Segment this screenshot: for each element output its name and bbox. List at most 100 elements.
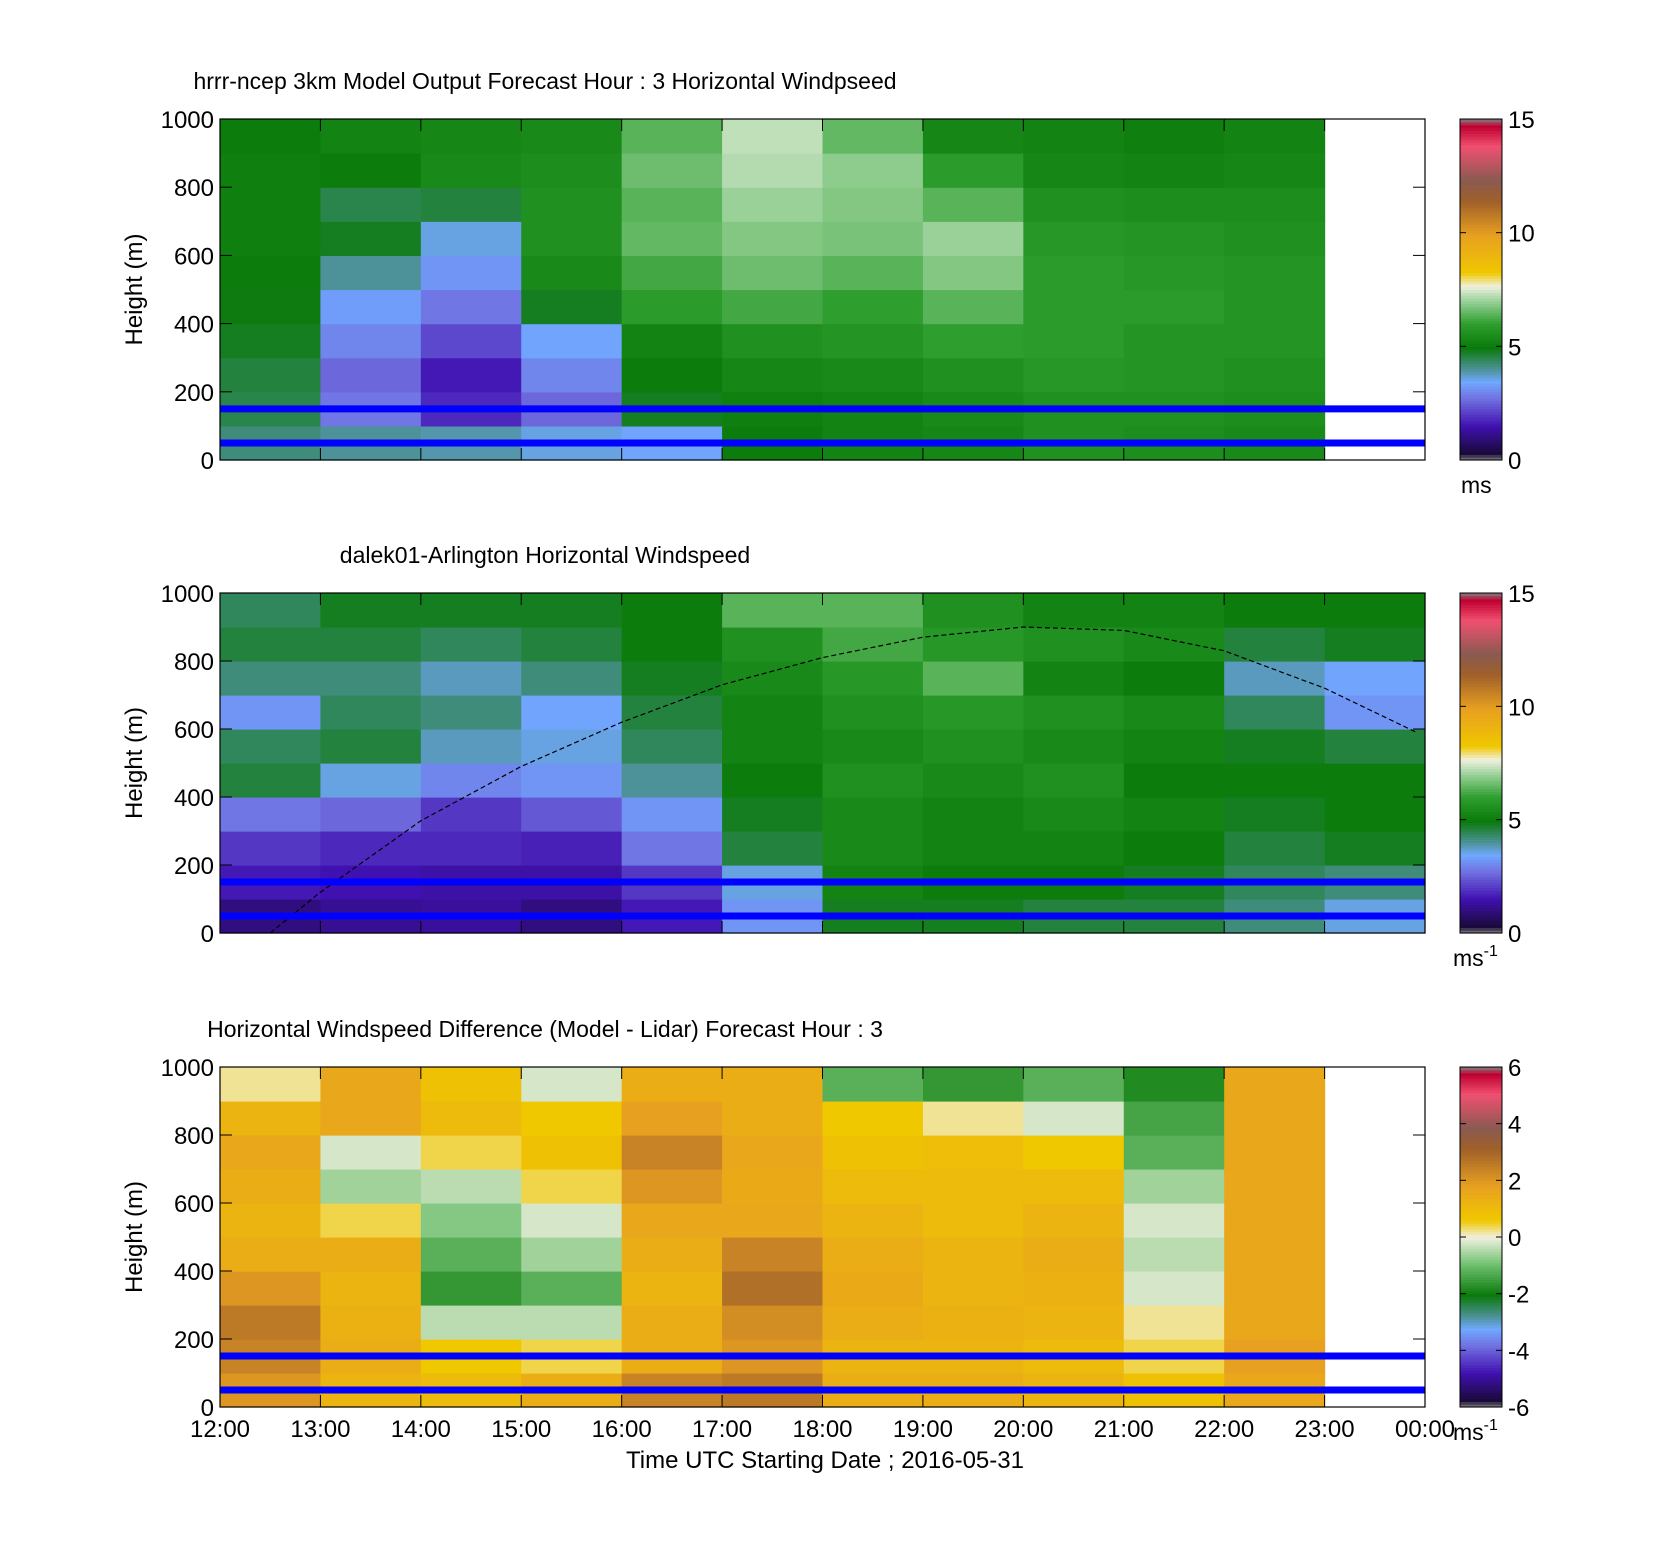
colorbar-segment <box>1460 624 1502 628</box>
heatmap-cell <box>1123 153 1225 188</box>
heatmap-cell <box>220 1169 322 1204</box>
heatmap-cell <box>722 661 824 696</box>
heatmap-cell <box>1224 1203 1326 1238</box>
colorbar-segment <box>1460 1319 1502 1323</box>
colorbar-segment <box>1460 893 1502 897</box>
colorbar-segment <box>1460 255 1502 259</box>
heatmap-cell <box>521 1271 623 1306</box>
heatmap-cell <box>220 1305 322 1340</box>
heatmap-cell <box>722 323 824 359</box>
colorbar-segment <box>1460 618 1502 622</box>
heatmap-cell <box>521 831 623 866</box>
heatmap-cell <box>922 593 1024 628</box>
heatmap-cell <box>1123 1067 1225 1102</box>
heatmap-cell <box>922 289 1024 325</box>
heatmap-cell <box>320 729 422 764</box>
heatmap-cell <box>621 187 723 222</box>
heatmap-cell <box>1023 695 1125 730</box>
colorbar-segment <box>1460 782 1502 787</box>
colorbar-segment <box>1460 346 1502 350</box>
heatmap-cell <box>1023 255 1125 291</box>
heatmap-cell <box>1123 1305 1225 1340</box>
colorbar-segment <box>1460 720 1502 724</box>
heatmap-cell <box>320 695 422 730</box>
heatmap-cell <box>822 323 924 359</box>
colorbar-segment <box>1460 882 1502 886</box>
heatmap-cell <box>320 1135 422 1170</box>
colorbar-segment <box>1460 295 1502 299</box>
colorbar-segment <box>1460 306 1502 310</box>
colorbar-segment <box>1460 1146 1502 1150</box>
colorbar-segment <box>1460 1330 1502 1334</box>
heatmap-cell <box>621 763 723 798</box>
heatmap-cell <box>621 627 723 662</box>
heatmap-cell <box>822 1271 924 1306</box>
heatmap-cell <box>922 1135 1024 1170</box>
colorbar-tick-label: -2 <box>1508 1282 1529 1309</box>
heatmap-cell <box>621 1203 723 1238</box>
colorbar-segment <box>1460 209 1502 214</box>
heatmap-cell <box>722 255 824 291</box>
heatmap-cell <box>220 289 322 325</box>
colorbar-segment <box>1460 1344 1502 1349</box>
colorbar-segment <box>1460 207 1502 211</box>
heatmap-cell <box>722 729 824 764</box>
colorbar-segment <box>1460 124 1502 129</box>
heatmap-cell <box>220 1237 322 1272</box>
heatmap-cell <box>822 627 924 662</box>
colorbar-segment <box>1460 1222 1502 1227</box>
heatmap-cell <box>420 1169 522 1204</box>
colorbar-segment <box>1460 771 1502 775</box>
colorbar-segment <box>1460 822 1502 826</box>
heatmap-cell <box>320 1169 422 1204</box>
heatmap-cell <box>320 289 422 325</box>
colorbar-segment <box>1460 842 1502 846</box>
colorbar-segment <box>1460 1203 1502 1207</box>
heatmap-cell <box>621 1135 723 1170</box>
heatmap-cell <box>621 289 723 325</box>
colorbar-segment <box>1460 1375 1502 1380</box>
colorbar-segment <box>1460 1160 1502 1164</box>
colorbar-segment <box>1460 1392 1502 1397</box>
heatmap-cell <box>521 1169 623 1204</box>
heatmap-cell <box>822 1067 924 1102</box>
heatmap-cell <box>1023 1305 1125 1340</box>
heatmap-area: 0 200 400 600 800 1000 <box>161 107 1426 475</box>
colorbar-segment <box>1460 420 1502 424</box>
colorbar-segment <box>1460 340 1502 345</box>
heatmap-cell <box>922 255 1024 291</box>
colorbar-segment <box>1460 768 1502 773</box>
heatmap-cell <box>822 153 924 188</box>
heatmap-cell <box>922 1169 1024 1204</box>
colorbar-segment <box>1460 309 1502 313</box>
heatmap-cell <box>822 1135 924 1170</box>
colorbar-segment <box>1460 263 1502 268</box>
colorbar-segment <box>1460 337 1502 342</box>
colorbar-segment <box>1460 315 1502 319</box>
colorbar-segment <box>1460 921 1502 926</box>
heatmap-cell <box>822 797 924 832</box>
colorbar-segment <box>1460 1324 1502 1329</box>
heatmap-cell <box>420 695 522 730</box>
heatmap-cell <box>1224 695 1326 730</box>
panel-title: Horizontal Windspeed Difference (Model -… <box>207 1016 883 1042</box>
colorbar-segment <box>1460 763 1502 767</box>
y-tick-label: 0 <box>201 1395 214 1422</box>
heatmap-cell <box>922 763 1024 798</box>
colorbar-segment <box>1460 411 1502 416</box>
heatmap-cell <box>1224 153 1326 188</box>
colorbar-segment <box>1460 1092 1502 1096</box>
colorbar-tick-label: 5 <box>1508 808 1521 835</box>
colorbar-segment <box>1460 414 1502 418</box>
colorbar-segment <box>1460 1316 1502 1320</box>
colorbar-segment <box>1460 703 1502 707</box>
colorbar-segment <box>1460 1310 1502 1315</box>
heatmap-cell <box>521 1135 623 1170</box>
colorbar-segment <box>1460 1098 1502 1102</box>
heatmap-cell <box>521 1101 623 1136</box>
heatmap-cell <box>521 1305 623 1340</box>
colorbar-segment <box>1460 130 1502 134</box>
heatmap-cell <box>621 1271 723 1306</box>
colorbar-segment <box>1460 661 1502 665</box>
colorbar-segment <box>1460 1152 1502 1156</box>
